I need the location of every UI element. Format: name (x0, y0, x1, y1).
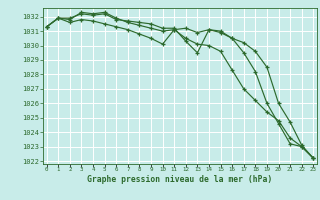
X-axis label: Graphe pression niveau de la mer (hPa): Graphe pression niveau de la mer (hPa) (87, 175, 273, 184)
